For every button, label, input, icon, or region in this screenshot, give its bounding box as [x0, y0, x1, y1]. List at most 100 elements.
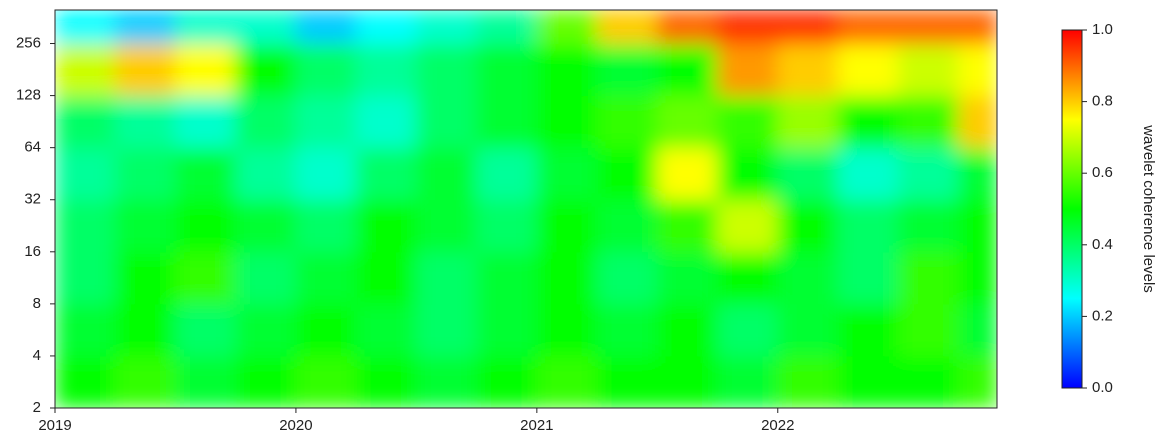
cell	[536, 355, 597, 408]
cell	[295, 10, 356, 45]
colorbar	[1062, 30, 1082, 388]
cell	[958, 199, 998, 252]
cell	[115, 147, 176, 200]
cell	[416, 147, 477, 200]
cell	[115, 303, 176, 356]
cell	[837, 355, 898, 408]
colorbar-tick-label: 1.0	[1092, 21, 1113, 38]
cell	[717, 43, 778, 96]
cell	[356, 43, 417, 96]
x-tick-label: 2022	[761, 417, 794, 434]
cell	[55, 303, 116, 356]
cell	[777, 355, 838, 408]
cell	[657, 251, 718, 304]
cell	[898, 43, 959, 96]
cell	[55, 199, 116, 252]
cell	[898, 95, 959, 148]
cell	[597, 303, 658, 356]
cell	[958, 43, 998, 96]
cell	[898, 199, 959, 252]
cell	[235, 199, 296, 252]
x-tick-label: 2021	[520, 417, 553, 434]
cell	[958, 355, 998, 408]
cell	[657, 303, 718, 356]
cell	[115, 251, 176, 304]
cell	[837, 199, 898, 252]
cell	[777, 43, 838, 96]
cell	[416, 251, 477, 304]
cell	[958, 10, 998, 45]
cell	[175, 95, 236, 148]
cell	[416, 355, 477, 408]
cell	[898, 303, 959, 356]
y-tick-label: 64	[24, 139, 41, 156]
cell	[55, 251, 116, 304]
cell	[115, 355, 176, 408]
cell	[476, 355, 537, 408]
cell	[175, 199, 236, 252]
cell	[175, 147, 236, 200]
cell	[235, 10, 296, 45]
cell	[777, 10, 838, 45]
cell	[837, 10, 898, 45]
cell	[356, 147, 417, 200]
cell	[476, 199, 537, 252]
cell	[295, 199, 356, 252]
cell	[837, 147, 898, 200]
cell	[958, 95, 998, 148]
cell	[657, 43, 718, 96]
cell	[55, 147, 116, 200]
cell	[898, 147, 959, 200]
cell	[295, 303, 356, 356]
cell	[717, 251, 778, 304]
cell	[416, 303, 477, 356]
cell	[235, 43, 296, 96]
colorbar-label: wavelet coherence levels	[1140, 124, 1157, 293]
y-tick-label: 4	[33, 347, 41, 364]
cell	[235, 95, 296, 148]
cell	[115, 43, 176, 96]
cell	[777, 95, 838, 148]
cell	[356, 95, 417, 148]
cell	[175, 303, 236, 356]
cell	[55, 43, 116, 96]
cell	[536, 95, 597, 148]
cell	[717, 303, 778, 356]
cell	[295, 355, 356, 408]
x-tick-label: 2019	[38, 417, 71, 434]
cell	[837, 303, 898, 356]
heatmap-cells	[55, 10, 998, 409]
cell	[777, 147, 838, 200]
cell	[476, 251, 537, 304]
cell	[536, 43, 597, 96]
cell	[717, 199, 778, 252]
y-tick-label: 2	[33, 399, 41, 416]
cell	[958, 147, 998, 200]
x-tick-label: 2020	[279, 417, 312, 434]
cell	[115, 10, 176, 45]
cell	[958, 251, 998, 304]
cell	[476, 303, 537, 356]
cell	[837, 95, 898, 148]
cell	[657, 10, 718, 45]
cell	[898, 10, 959, 45]
cell	[536, 251, 597, 304]
cell	[175, 251, 236, 304]
y-tick-label: 128	[16, 87, 41, 104]
cell	[777, 251, 838, 304]
chart: wavelet coherence levels 2019 2020 2021 202…	[0, 0, 1161, 437]
cell	[898, 251, 959, 304]
cell	[657, 355, 718, 408]
cell	[235, 251, 296, 304]
cell	[356, 10, 417, 45]
cell	[837, 43, 898, 96]
cell	[416, 199, 477, 252]
cell	[476, 10, 537, 45]
cell	[175, 43, 236, 96]
y-tick-label: 256	[16, 34, 41, 51]
cell	[536, 199, 597, 252]
cell	[295, 95, 356, 148]
cell	[898, 355, 959, 408]
y-tick-label: 8	[33, 295, 41, 312]
cell	[416, 10, 477, 45]
